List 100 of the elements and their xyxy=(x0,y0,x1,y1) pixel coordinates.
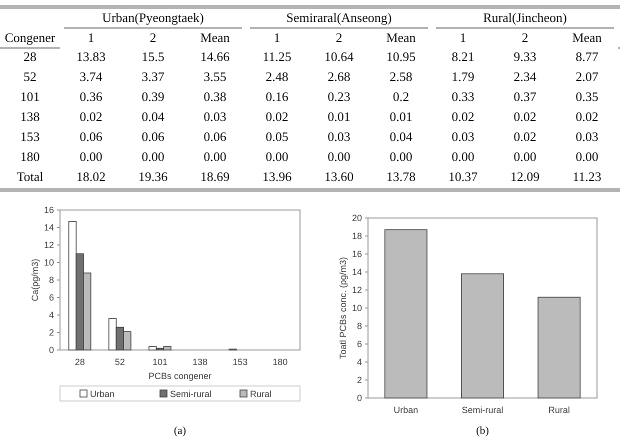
legend-label: Urban xyxy=(90,389,115,399)
text: Semiraral(Anseong) xyxy=(286,10,392,25)
data-label: 13.96 xyxy=(262,169,292,184)
data-label: 8.21 xyxy=(452,49,474,64)
x-tick-label: 138 xyxy=(192,357,208,367)
x-tick-label: 2 xyxy=(150,30,156,45)
data-label: 12.09 xyxy=(510,169,540,184)
data-label: 2.68 xyxy=(328,69,350,84)
data-label: 0.37 xyxy=(514,89,537,104)
y-axis-title: Congener xyxy=(4,30,56,45)
y-tick-label: 8 xyxy=(356,321,362,331)
data-label: 0.36 xyxy=(80,89,103,104)
legend-label: Semi-rural xyxy=(170,389,212,399)
data-label: 19.36 xyxy=(138,169,168,184)
data-label: 2.58 xyxy=(390,69,412,84)
x-tick-label: Semi-rural xyxy=(462,405,504,415)
x-tick-label: 1 xyxy=(88,30,94,45)
data-label: 0.35 xyxy=(576,89,598,104)
x-tick-label: 153 xyxy=(232,357,248,367)
data-label: 13.78 xyxy=(386,169,416,184)
y-tick-label: 28 xyxy=(24,49,36,64)
data-label: 2.34 xyxy=(514,69,537,84)
data-label: 0.00 xyxy=(80,149,102,164)
y-tick-label: 8 xyxy=(48,275,54,285)
data-label: 0.03 xyxy=(204,109,226,124)
data-label: 15.5 xyxy=(142,49,164,64)
data-label: 0.00 xyxy=(328,149,350,164)
data-label: 0.05 xyxy=(266,129,288,144)
y-axis-title: Ca(pg/m3) xyxy=(30,258,40,302)
y-tick-label: 0 xyxy=(48,345,54,355)
y-tick-label: 101 xyxy=(20,89,40,104)
text: Rural(Jincheon) xyxy=(483,10,567,25)
data-label: 0.03 xyxy=(328,129,350,144)
y-tick-label: 10 xyxy=(352,303,362,313)
x-tick-label: Rural xyxy=(548,405,570,415)
data-label: 9.33 xyxy=(514,49,536,64)
y-tick-label: 12 xyxy=(44,240,54,250)
data-label: 0.02 xyxy=(514,129,536,144)
y-tick-label: 0 xyxy=(356,393,362,403)
y-tick-label: 2 xyxy=(48,328,54,338)
data-label: 10.64 xyxy=(324,49,354,64)
y-tick-label: 138 xyxy=(20,109,40,124)
bar xyxy=(461,273,504,398)
y-tick-label: 14 xyxy=(44,222,54,232)
x-tick-label: Mean xyxy=(572,30,602,45)
data-label: 0.02 xyxy=(514,109,536,124)
data-label: 11.25 xyxy=(262,49,292,64)
data-label: 18.69 xyxy=(200,169,230,184)
data-label: 2.48 xyxy=(266,69,288,84)
data-label: 0.06 xyxy=(142,129,165,144)
y-tick-label: 2 xyxy=(356,375,362,385)
text: Urban(Pyeongtaek) xyxy=(102,10,204,25)
y-tick-label: 4 xyxy=(356,357,362,367)
data-label: 0.00 xyxy=(142,149,164,164)
data-label: 0.39 xyxy=(142,89,164,104)
x-axis-title: PCBs congener xyxy=(148,371,212,381)
data-label: 13.60 xyxy=(324,169,354,184)
x-tick-label: 2 xyxy=(522,30,528,45)
data-label: 3.55 xyxy=(204,69,226,84)
data-label: 0.00 xyxy=(390,149,412,164)
x-tick-label: Mean xyxy=(200,30,230,45)
data-label: 0.00 xyxy=(452,149,474,164)
legend-label: Rural xyxy=(250,389,272,399)
data-label: 0.02 xyxy=(576,109,598,124)
data-label: 0.04 xyxy=(142,109,165,124)
data-label: 0.23 xyxy=(328,89,350,104)
bar xyxy=(384,229,428,398)
text: (b) xyxy=(476,425,490,437)
data-label: 10.95 xyxy=(386,49,416,64)
y-tick-label: 6 xyxy=(48,292,54,302)
x-tick-label: 101 xyxy=(152,357,168,367)
data-label: 0.06 xyxy=(204,129,227,144)
data-label: 0.04 xyxy=(390,129,413,144)
x-tick-label: 28 xyxy=(74,357,85,367)
data-label: 1.79 xyxy=(452,69,474,84)
data-label: 10.37 xyxy=(448,169,478,184)
data-label: 0.06 xyxy=(80,129,103,144)
data-label: 0.02 xyxy=(452,109,474,124)
y-tick-label: 10 xyxy=(44,258,54,268)
y-tick-label: 4 xyxy=(48,310,54,320)
y-tick-label: 16 xyxy=(352,249,362,259)
y-tick-label: 180 xyxy=(20,149,40,164)
y-tick-label: 16 xyxy=(44,205,54,215)
x-tick-label: 180 xyxy=(272,357,288,367)
data-label: 0.02 xyxy=(266,109,288,124)
bar xyxy=(538,296,581,398)
data-label: 14.66 xyxy=(200,49,230,64)
y-tick-label: 52 xyxy=(24,69,36,84)
data-label: 0.00 xyxy=(576,149,598,164)
data-label: 11.23 xyxy=(572,169,602,184)
data-label: 0.02 xyxy=(80,109,102,124)
data-label: 0.16 xyxy=(266,89,289,104)
x-tick-label: Urban xyxy=(394,405,418,415)
x-tick-label: 52 xyxy=(114,357,125,367)
y-tick-label: 20 xyxy=(352,213,362,223)
x-tick-label: Mean xyxy=(386,30,416,45)
data-label: 0.03 xyxy=(576,129,598,144)
data-label: 8.77 xyxy=(576,49,599,64)
y-axis-title: Toatl PCBs conc. (pg/m3) xyxy=(338,256,348,360)
y-tick-label: 18 xyxy=(352,231,362,241)
